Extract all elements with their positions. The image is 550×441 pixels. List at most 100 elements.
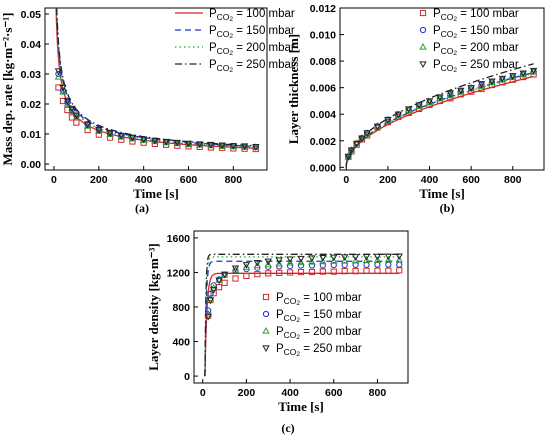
y-tick-label: 0.01	[21, 129, 42, 141]
legend-base: P	[209, 59, 217, 71]
y-tick-label: 0.008	[310, 56, 336, 68]
data-marker-250-mbar	[373, 123, 382, 131]
data-marker-200-mbar	[72, 113, 81, 121]
data-marker-250-mbar	[404, 106, 413, 113]
legend-sub: CO	[284, 347, 297, 357]
legend-base: P	[209, 42, 217, 54]
legend-sub2: 2	[229, 67, 233, 74]
legend-sub2: 2	[453, 33, 457, 40]
data-marker-250-mbar	[363, 130, 371, 137]
data-marker-250-mbar	[446, 90, 455, 97]
plot-area	[54, 8, 260, 153]
data-marker-100-mbar	[509, 76, 516, 83]
data-marker-100-mbar	[416, 105, 423, 113]
legend-label: PCO2 = 200 mbar	[276, 326, 362, 341]
data-marker-100-mbar	[405, 109, 412, 117]
data-marker-100-mbar	[396, 267, 403, 274]
data-marker-250-mbar	[498, 75, 507, 83]
data-marker-200-mbar	[395, 255, 403, 263]
x-tick-label: 200	[379, 174, 397, 186]
data-marker-200-mbar	[275, 259, 283, 267]
data-marker-150-mbar	[330, 262, 337, 269]
y-tick-label: 0.00	[21, 159, 42, 171]
data-marker-250-mbar	[231, 265, 240, 273]
data-marker-250-mbar	[72, 112, 81, 120]
legend-value: = 150 mbar	[457, 25, 519, 37]
data-marker-250-mbar	[340, 254, 349, 261]
legend-label: PCO2 = 100 mbar	[433, 8, 519, 23]
data-marker-250-mbar	[162, 138, 170, 146]
data-marker-250-mbar	[206, 297, 215, 305]
data-marker-250-mbar	[95, 126, 103, 134]
legend-marker	[262, 345, 270, 353]
legend-value: = 250 mbar	[233, 59, 295, 71]
data-marker-250-mbar	[128, 134, 137, 142]
model-line-250-mbar	[56, 8, 256, 147]
data-marker-100-mbar	[216, 284, 223, 291]
data-marker-250-mbar	[519, 70, 527, 78]
data-marker-200-mbar	[63, 99, 72, 107]
plot-area	[344, 63, 538, 168]
legend-label: PCO2 = 100 mbar	[209, 8, 295, 23]
data-marker-250-mbar	[395, 253, 403, 261]
legend-value: = 200 mbar	[233, 42, 295, 54]
legend-label: PCO2 = 200 mbar	[433, 42, 519, 57]
legend-sub: CO	[284, 296, 297, 306]
x-tick-label: 600	[180, 174, 198, 186]
legend-base: P	[433, 42, 441, 54]
data-marker-250-mbar	[63, 98, 72, 106]
data-marker-250-mbar	[218, 142, 226, 150]
data-marker-150-mbar	[308, 262, 316, 269]
legend-label: PCO2 = 150 mbar	[433, 25, 519, 40]
model-line-100-mbar	[55, 8, 256, 149]
x-tick-label: 800	[225, 174, 243, 186]
legend-sub2: 2	[296, 334, 300, 341]
data-marker-200-mbar	[54, 72, 63, 80]
plot-area	[204, 253, 403, 377]
data-marker-150-mbar	[286, 262, 294, 270]
x-tick-label: 200	[238, 387, 256, 399]
data-marker-100-mbar	[221, 279, 228, 286]
data-marker-250-mbar	[204, 313, 212, 321]
legend-label: PCO2 = 150 mbar	[276, 309, 362, 324]
data-marker-250-mbar	[184, 140, 193, 148]
data-marker-250-mbar	[207, 141, 215, 149]
y-tick-label: 0.000	[310, 162, 336, 174]
model-line-200-mbar	[55, 8, 256, 148]
data-marker-100-mbar	[457, 91, 464, 98]
legend-sub2: 2	[453, 67, 457, 74]
data-marker-150-mbar	[319, 262, 326, 269]
legend-marker	[419, 26, 427, 34]
legend-value: = 150 mbar	[300, 309, 362, 321]
data-marker-200-mbar	[264, 260, 272, 268]
model-line-150-mbar	[345, 71, 534, 168]
panel-caption: (b)	[440, 201, 455, 215]
data-marker-150-mbar	[396, 261, 403, 268]
legend-sub: CO	[441, 29, 454, 39]
legend-marker	[419, 9, 427, 17]
data-marker-100-mbar	[243, 272, 250, 280]
data-marker-250-mbar	[229, 143, 238, 150]
data-marker-250-mbar	[59, 84, 67, 92]
data-marker-200-mbar	[286, 258, 294, 266]
legend-sub2: 2	[453, 16, 457, 23]
data-marker-250-mbar	[415, 102, 423, 109]
data-marker-100-mbar	[426, 101, 433, 109]
data-marker-150-mbar	[352, 261, 359, 269]
legend-sub: CO	[284, 330, 297, 340]
x-tick-label: 0	[343, 174, 349, 186]
data-marker-100-mbar	[385, 267, 392, 274]
model-line-200-mbar	[345, 72, 534, 168]
data-marker-250-mbar	[253, 259, 262, 267]
data-marker-250-mbar	[384, 116, 392, 124]
data-marker-200-mbar	[362, 256, 371, 264]
y-tick-label: 0.010	[310, 30, 336, 42]
legend-sub: CO	[441, 12, 454, 22]
data-marker-100-mbar	[530, 71, 537, 78]
data-marker-250-mbar	[477, 81, 486, 88]
legend-sub: CO	[441, 46, 454, 56]
data-marker-250-mbar	[509, 73, 517, 80]
data-marker-200-mbar	[242, 263, 251, 270]
legend-label: PCO2 = 250 mbar	[433, 59, 519, 74]
data-marker-250-mbar	[209, 287, 218, 294]
